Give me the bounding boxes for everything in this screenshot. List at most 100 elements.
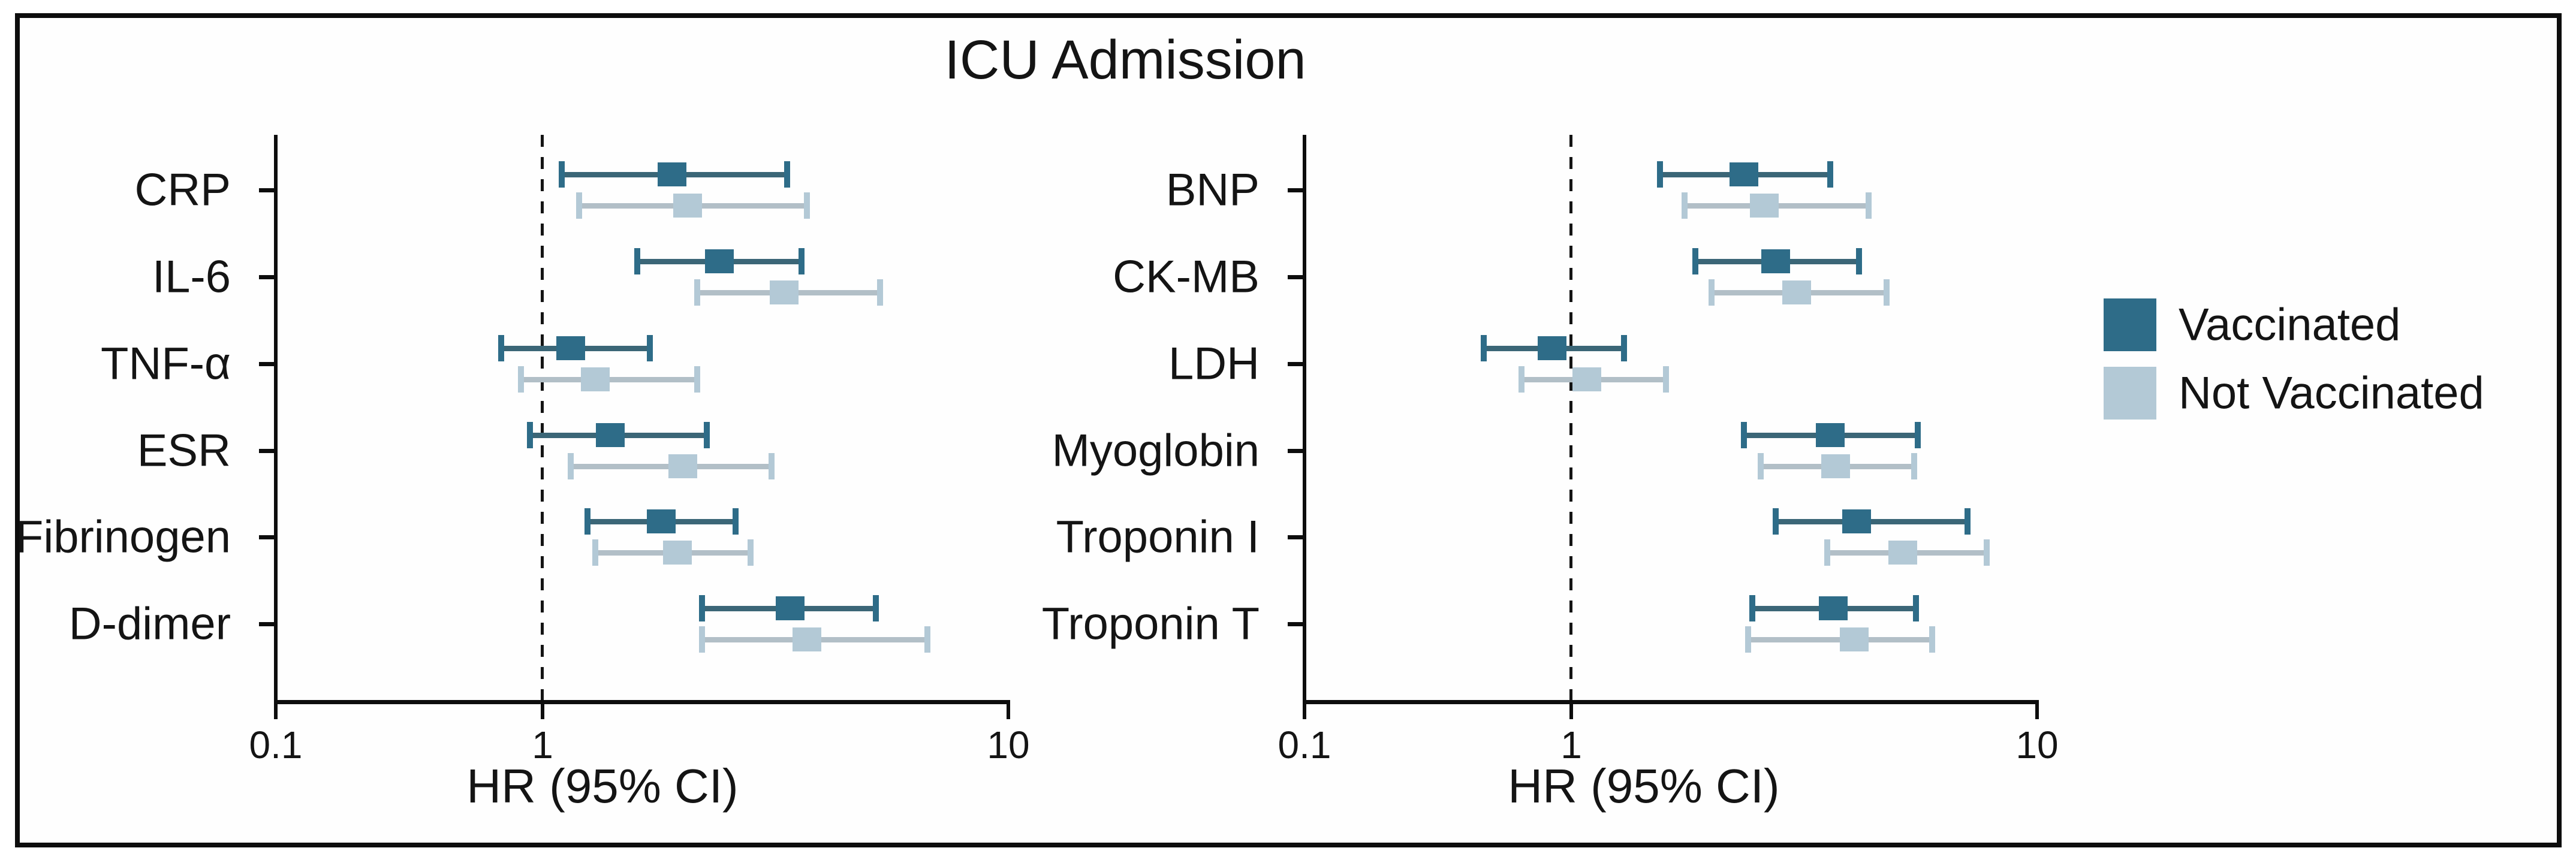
x-tick xyxy=(2035,704,2039,719)
hr-marker-not-vaccinated xyxy=(793,627,821,651)
ci-cap-low xyxy=(1657,161,1663,188)
ci-cap-high xyxy=(1915,422,1921,448)
row-label-d-dimer: D-dimer xyxy=(68,598,231,650)
ci-cap-high xyxy=(1663,366,1669,393)
ci-cap-low xyxy=(694,279,700,306)
y-tick xyxy=(259,188,276,192)
ci-cap-high xyxy=(877,279,883,306)
ci-cap-high xyxy=(704,422,710,448)
ci-cap-high xyxy=(1913,595,1919,621)
ci-cap-low xyxy=(527,422,533,448)
ci-cap-high xyxy=(1866,192,1872,219)
hr-marker-not-vaccinated xyxy=(1821,454,1850,478)
x-tick-label: 1 xyxy=(532,723,553,767)
hr-marker-vaccinated xyxy=(1730,162,1758,186)
ci-cap-low xyxy=(592,539,598,566)
ci-cap-high xyxy=(1929,626,1935,653)
row-label-crp: CRP xyxy=(134,164,231,216)
row-label-ck-mb: CK-MB xyxy=(1113,251,1260,303)
x-tick-label: 10 xyxy=(987,723,1030,767)
reference-line-hr1 xyxy=(1569,135,1572,700)
ci-cap-high xyxy=(1911,453,1917,479)
hr-marker-vaccinated xyxy=(776,596,805,620)
figure-border-frame xyxy=(15,13,2562,847)
x-tick xyxy=(1303,704,1306,719)
ci-cap-low xyxy=(1745,626,1751,653)
ci-cap-low xyxy=(699,626,705,653)
hr-marker-not-vaccinated xyxy=(668,454,697,478)
y-tick xyxy=(1288,188,1304,192)
y-axis-line xyxy=(1303,135,1306,700)
ci-cap-high xyxy=(733,508,739,535)
ci-cap-high xyxy=(1965,508,1971,535)
hr-marker-vaccinated xyxy=(1842,509,1871,533)
ci-cap-high xyxy=(1984,539,1990,566)
ci-cap-low xyxy=(518,366,524,393)
legend-swatch-vaccinated xyxy=(2104,298,2156,351)
hr-marker-not-vaccinated xyxy=(1840,627,1869,651)
x-tick-label: 1 xyxy=(1560,723,1582,767)
x-tick-label: 0.1 xyxy=(1278,723,1331,767)
legend-swatch-not-vaccinated xyxy=(2104,367,2156,420)
y-tick xyxy=(1288,622,1304,626)
row-label-troponin-i: Troponin I xyxy=(1056,511,1260,563)
ci-cap-low xyxy=(1519,366,1524,393)
row-label-tnf-: TNF-α xyxy=(101,338,231,390)
ci-cap-low xyxy=(1692,248,1698,274)
ci-cap-low xyxy=(1709,279,1715,306)
ci-cap-high xyxy=(804,192,810,219)
hr-marker-not-vaccinated xyxy=(581,367,610,391)
ci-cap-high xyxy=(1884,279,1890,306)
ci-cap-low xyxy=(699,595,705,621)
y-tick xyxy=(259,362,276,366)
row-label-ldh: LDH xyxy=(1168,338,1260,390)
ci-line xyxy=(1776,519,1968,524)
ci-cap-high xyxy=(694,366,700,393)
ci-cap-low xyxy=(1682,192,1688,219)
ci-cap-low xyxy=(634,248,640,274)
ci-cap-high xyxy=(1621,335,1627,361)
ci-cap-low xyxy=(1481,335,1487,361)
x-axis-line xyxy=(274,700,1010,704)
hr-marker-vaccinated xyxy=(658,162,686,186)
ci-cap-high xyxy=(1827,161,1833,188)
x-tick xyxy=(541,704,544,719)
ci-cap-high xyxy=(799,248,805,274)
ci-cap-low xyxy=(576,192,582,219)
ci-cap-high xyxy=(769,453,775,479)
row-label-il-6: IL-6 xyxy=(152,251,231,303)
hr-marker-not-vaccinated xyxy=(770,280,799,304)
ci-cap-high xyxy=(784,161,790,188)
ci-cap-low xyxy=(1749,595,1755,621)
x-axis-line xyxy=(1303,700,2039,704)
hr-marker-vaccinated xyxy=(1538,336,1566,360)
x-tick xyxy=(1569,704,1573,719)
y-tick xyxy=(259,622,276,626)
chart-title: ICU Admission xyxy=(944,29,1306,90)
row-label-fibrinogen: Fibrinogen xyxy=(15,511,231,563)
hr-marker-vaccinated xyxy=(647,509,676,533)
hr-marker-not-vaccinated xyxy=(1782,280,1811,304)
y-tick xyxy=(1288,362,1304,366)
hr-marker-not-vaccinated xyxy=(1888,541,1917,565)
y-tick xyxy=(1288,535,1304,539)
y-tick xyxy=(259,449,276,453)
hr-marker-vaccinated xyxy=(596,423,625,447)
ci-cap-low xyxy=(1824,539,1830,566)
ci-cap-high xyxy=(924,626,930,653)
row-label-myoglobin: Myoglobin xyxy=(1052,425,1260,476)
hr-marker-not-vaccinated xyxy=(663,541,692,565)
ci-cap-low xyxy=(585,508,590,535)
y-tick xyxy=(259,275,276,279)
hr-marker-vaccinated xyxy=(1816,423,1845,447)
x-tick xyxy=(1007,704,1010,719)
y-tick xyxy=(259,535,276,539)
ci-cap-low xyxy=(568,453,574,479)
hr-marker-not-vaccinated xyxy=(673,194,702,218)
row-label-troponin-t: Troponin T xyxy=(1041,598,1260,650)
ci-cap-high xyxy=(1856,248,1862,274)
x-axis-label: HR (95% CI) xyxy=(1508,759,1780,813)
x-tick xyxy=(274,704,278,719)
hr-marker-vaccinated xyxy=(556,336,585,360)
